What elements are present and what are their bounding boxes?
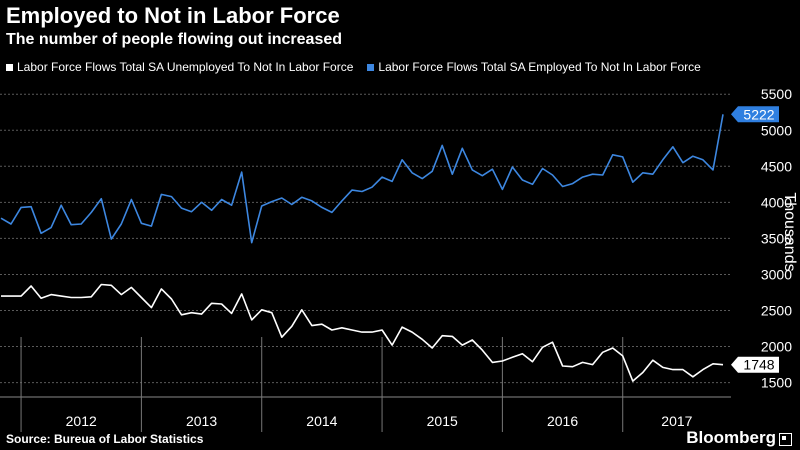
legend-swatch-unemployed xyxy=(6,63,13,71)
legend-swatch-employed xyxy=(367,63,375,71)
series-line-unemployed xyxy=(1,283,724,382)
legend-item-unemployed: Labor Force Flows Total SA Unemployed To… xyxy=(6,60,353,74)
legend-label-employed: Labor Force Flows Total SA Employed To N… xyxy=(378,60,701,74)
chart-title: Employed to Not in Labor Force xyxy=(6,3,340,28)
last-value-badge-unemployed: 1748 xyxy=(731,356,779,373)
x-tick-label: 2015 xyxy=(427,413,458,429)
x-tick-label: 2012 xyxy=(66,413,97,429)
y-axis-title: Thousands xyxy=(781,192,798,271)
y-tick-label: 2500 xyxy=(761,302,792,318)
y-tick-label: 3500 xyxy=(761,230,792,246)
brand-name: Bloomberg xyxy=(686,428,776,447)
last-value-badge-employed: 5222 xyxy=(731,106,779,123)
x-tick-label: 2017 xyxy=(661,413,692,429)
badge-shape xyxy=(731,356,779,373)
y-tick-label: 3000 xyxy=(761,266,792,282)
series-line-employed xyxy=(0,114,724,244)
y-tick-label: 5000 xyxy=(761,122,792,138)
y-tick-label: 1500 xyxy=(761,375,792,391)
x-tick-label: 2016 xyxy=(547,413,578,429)
legend-label-unemployed: Labor Force Flows Total SA Unemployed To… xyxy=(17,60,354,74)
x-tick-label: 2013 xyxy=(186,413,217,429)
y-tick-label: 2000 xyxy=(761,339,792,355)
legend: Labor Force Flows Total SA Unemployed To… xyxy=(6,60,701,74)
source-note: Source: Bureua of Labor Statistics xyxy=(6,432,204,446)
bloomberg-terminal-icon xyxy=(779,432,792,446)
badge-shape xyxy=(731,106,779,123)
y-tick-label: 4000 xyxy=(761,194,792,210)
badge-value: 1748 xyxy=(743,357,774,373)
badge-value: 5222 xyxy=(743,106,774,122)
legend-item-employed: Labor Force Flows Total SA Employed To N… xyxy=(367,60,701,74)
x-tick-label: 2014 xyxy=(306,413,337,429)
y-tick-label: 4500 xyxy=(761,158,792,174)
y-tick-label: 5500 xyxy=(761,86,792,102)
brand-logo: Bloomberg xyxy=(686,428,792,448)
chart-subtitle: The number of people flowing out increas… xyxy=(6,31,343,48)
